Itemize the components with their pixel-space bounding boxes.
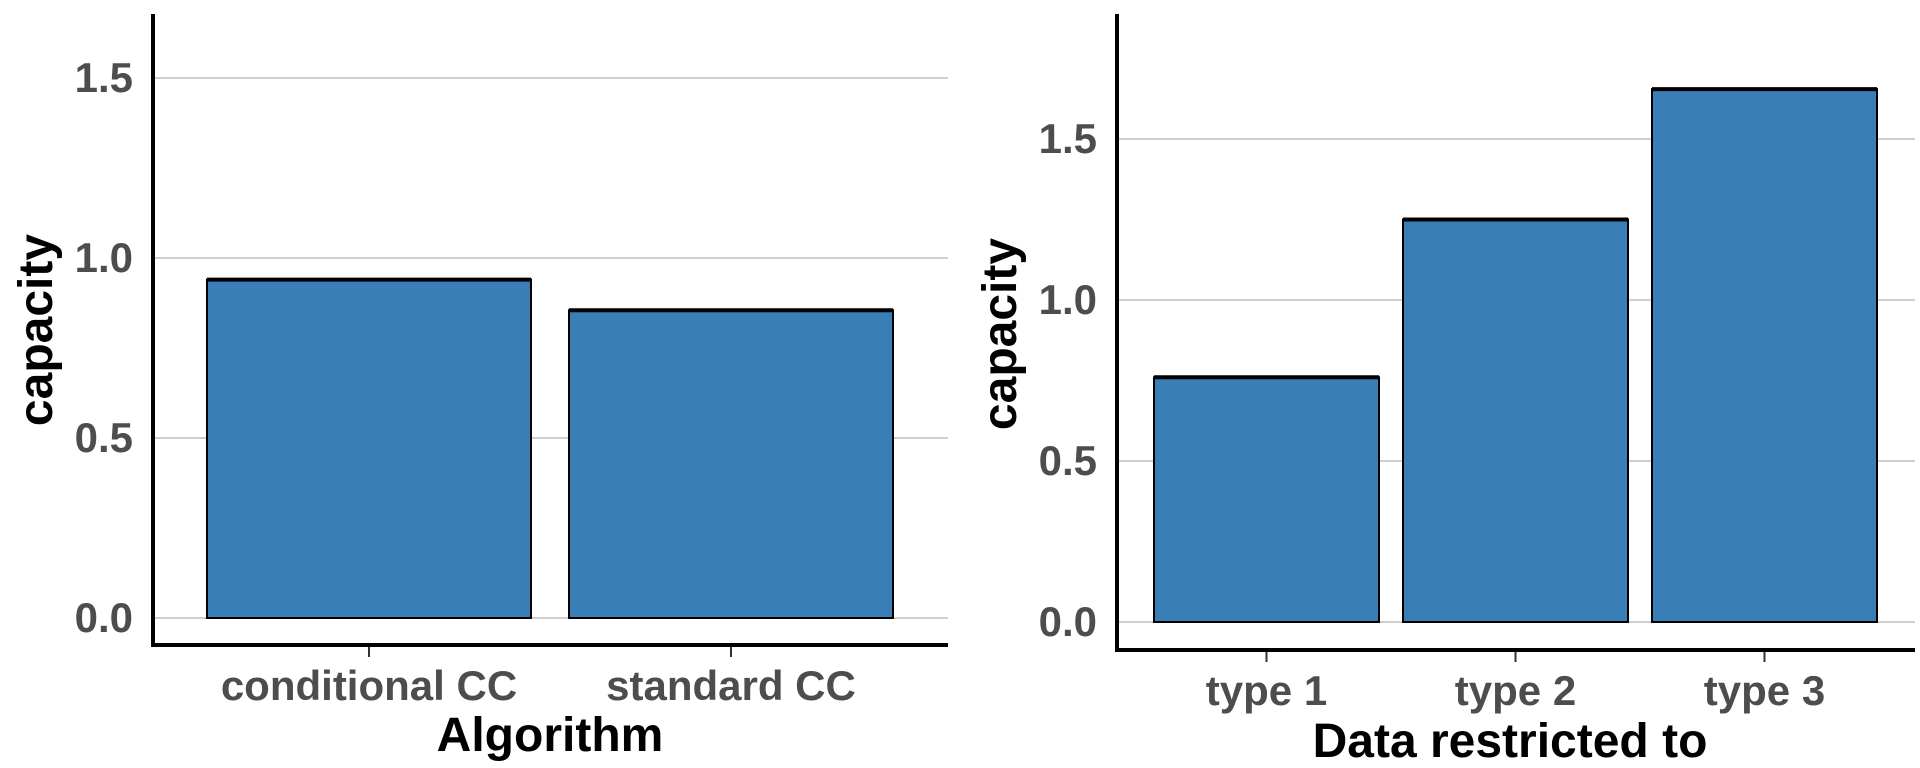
y-axis-title: capacity bbox=[10, 234, 63, 426]
x-tick-label: standard CC bbox=[606, 662, 856, 709]
x-axis-title: Algorithm bbox=[437, 709, 664, 762]
chart-left: 0.0 0.5 1.0 1.5 conditional CC standard CCAlg… bbox=[10, 14, 948, 762]
bar bbox=[1651, 88, 1878, 623]
x-tick-label: conditional CC bbox=[221, 662, 517, 709]
y-axis-title: capacity bbox=[974, 238, 1027, 430]
y-tick-label: 0.5 bbox=[75, 414, 133, 461]
y-tick-label: 1.5 bbox=[1039, 115, 1097, 162]
y-tick-label: 0.0 bbox=[1039, 598, 1097, 645]
y-tick-label: 0.5 bbox=[1039, 437, 1097, 484]
y-tick-label: 1.0 bbox=[75, 234, 133, 281]
bar bbox=[568, 309, 894, 619]
y-tick-label: 1.0 bbox=[1039, 276, 1097, 323]
x-axis-title: Data restricted to bbox=[1313, 715, 1708, 768]
x-tick-label: type 1 bbox=[1206, 667, 1327, 714]
y-tick-label: 0.0 bbox=[75, 594, 133, 641]
bar bbox=[206, 278, 532, 619]
bar bbox=[1402, 218, 1629, 623]
y-tick-label: 1.5 bbox=[75, 54, 133, 101]
bar bbox=[1153, 376, 1380, 623]
x-tick-label: type 3 bbox=[1704, 667, 1825, 714]
x-tick-label: type 2 bbox=[1455, 667, 1576, 714]
